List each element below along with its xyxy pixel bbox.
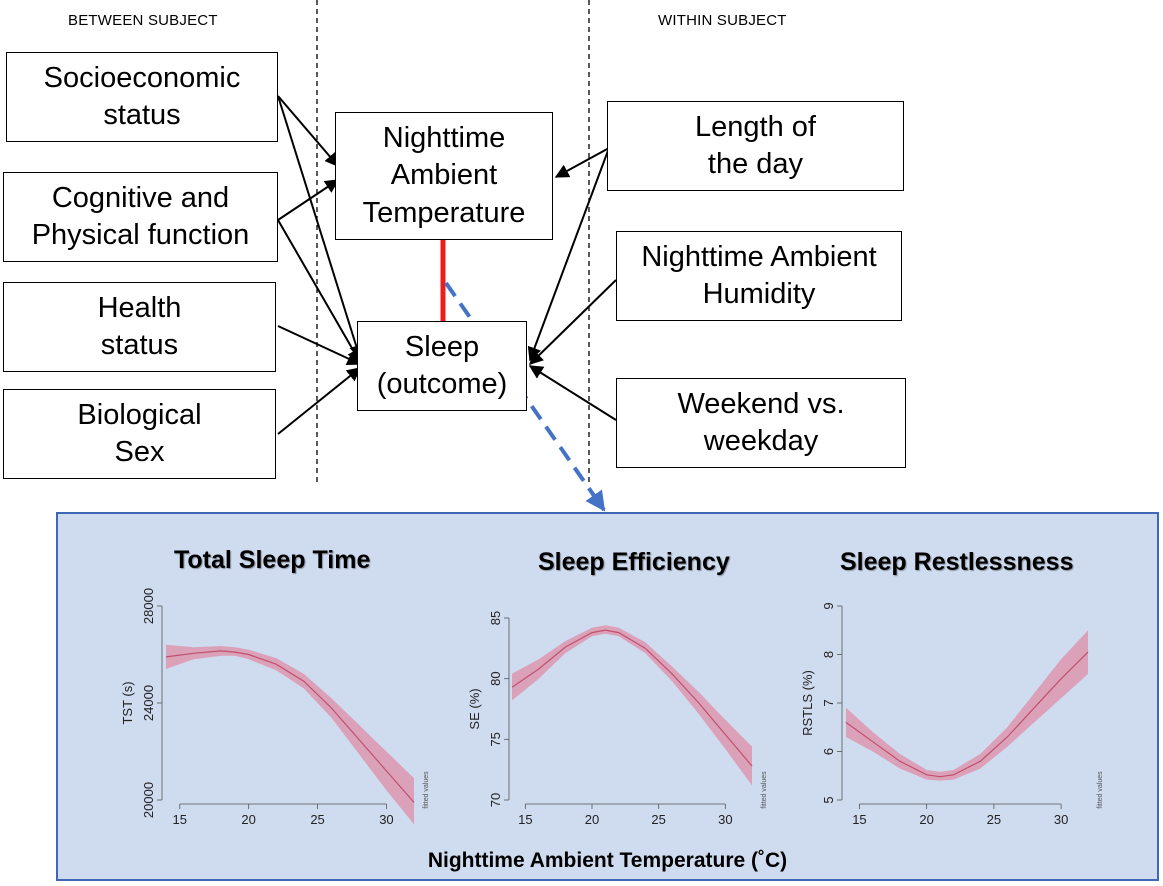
length-of-day-box: Length of the day: [607, 101, 904, 191]
fitted-line-rstls: [845, 651, 1089, 778]
biological-sex-label: Biological Sex: [77, 398, 202, 468]
y-axis-label-rstls: RSTLS (%): [800, 670, 815, 736]
humidity-label: Nighttime Ambient Humidity: [641, 240, 877, 310]
y-tick-label-se: 70: [488, 793, 503, 807]
between-subject-arrows: [277, 95, 363, 435]
weekend-weekday-box: Weekend vs. weekday: [616, 378, 906, 468]
x-tick-label-tst: 30: [379, 812, 393, 827]
between-subject-header: BETWEEN SUBJECT: [68, 12, 218, 29]
x-tick-label-rstls: 15: [852, 812, 866, 827]
plot-title-rstls: Sleep Restlessness: [840, 548, 1074, 576]
side-label-se: fitted values: [761, 771, 768, 809]
y-tick-label-rstls: 7: [821, 699, 836, 706]
health-status-label: Health status: [97, 291, 182, 361]
y-tick-label-rstls: 9: [821, 602, 836, 609]
health-status-box: Health status: [3, 282, 276, 372]
cognitive-physical-box: Cognitive and Physical function: [3, 172, 278, 262]
y-tick-label-rstls: 5: [821, 796, 836, 803]
y-tick-label-se: 80: [488, 671, 503, 685]
confidence-band-rstls: [846, 630, 1088, 781]
x-tick-label-se: 15: [518, 812, 532, 827]
y-tick-label-tst: 28000: [141, 588, 156, 624]
plot-title-tst: Total Sleep Time: [174, 546, 371, 574]
x-tick-label-se: 25: [651, 812, 665, 827]
fitted-plots: 20000 24000 28000 TST (s) 15 20 25 30 fitted val…: [120, 588, 1104, 827]
plot-title-se: Sleep Efficiency: [538, 548, 730, 576]
side-label-rstls: fitted values: [1097, 771, 1104, 809]
x-tick-label-rstls: 30: [1054, 812, 1068, 827]
x-tick-label-tst: 25: [310, 812, 324, 827]
sleep-outcome-box: Sleep (outcome): [357, 321, 527, 411]
y-tick-label-tst: 20000: [141, 782, 156, 818]
x-tick-label-rstls: 20: [919, 812, 933, 827]
y-axis-label-se: SE (%): [467, 688, 482, 729]
y-tick-label-se: 85: [488, 611, 503, 625]
x-tick-label-se: 30: [718, 812, 732, 827]
within-subject-arrows: [527, 147, 617, 421]
results-panel: Total Sleep Time Sleep Efficiency Sleep …: [56, 512, 1159, 881]
temperature-box: Nighttime Ambient Temperature: [335, 112, 553, 240]
y-tick-label-se: 75: [488, 732, 503, 746]
x-tick-label-se: 20: [585, 812, 599, 827]
side-label-tst: fitted values: [423, 771, 430, 809]
x-tick-label-rstls: 25: [987, 812, 1001, 827]
length-of-day-label: Length of the day: [695, 110, 816, 180]
weekend-weekday-label: Weekend vs. weekday: [677, 387, 845, 457]
y-tick-label-rstls: 8: [821, 651, 836, 658]
x-tick-label-tst: 20: [241, 812, 255, 827]
confidence-band-se: [512, 625, 752, 786]
socioeconomic-status-box: Socioeconomic status: [6, 52, 278, 142]
fitted-line-tst: [165, 650, 415, 803]
within-subject-header: WITHIN SUBJECT: [658, 12, 787, 29]
sleep-outcome-label: Sleep (outcome): [376, 330, 508, 400]
cognitive-physical-label: Cognitive and Physical function: [31, 181, 250, 251]
biological-sex-box: Biological Sex: [3, 389, 276, 479]
confidence-band-tst: [166, 644, 414, 825]
socioeconomic-status-label: Socioeconomic status: [43, 61, 241, 131]
shared-x-axis-title: Nighttime Ambient Temperature (˚C): [427, 849, 788, 872]
y-tick-label-rstls: 6: [821, 748, 836, 755]
x-tick-label-tst: 15: [173, 812, 187, 827]
y-tick-label-tst: 24000: [141, 685, 156, 721]
fitted-line-se: [511, 629, 753, 767]
humidity-box: Nighttime Ambient Humidity: [616, 231, 902, 321]
temperature-label: Nighttime Ambient Temperature: [362, 122, 526, 229]
y-axis-label-tst: TST (s): [120, 681, 135, 724]
